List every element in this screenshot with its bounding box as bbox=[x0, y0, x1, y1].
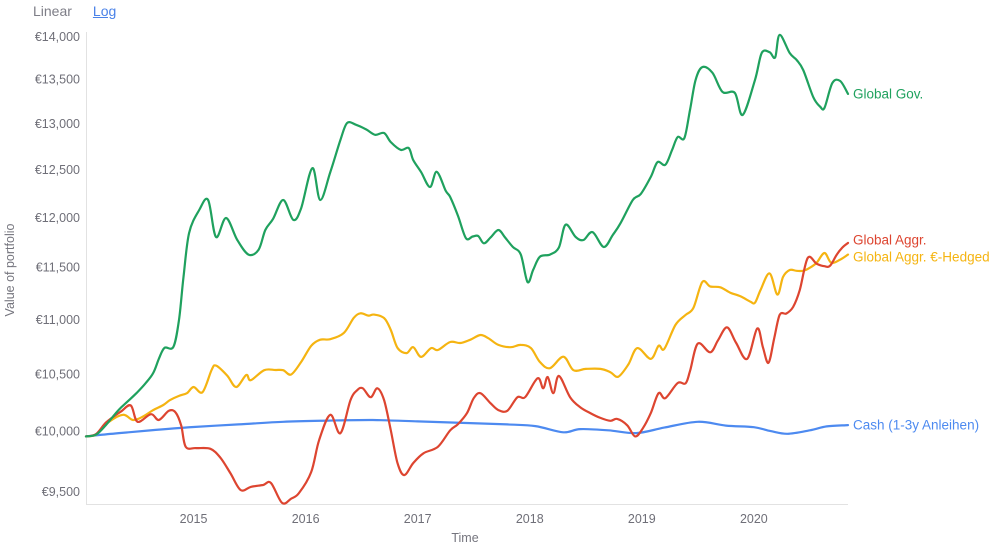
series-line-global-aggr[interactable] bbox=[84, 241, 850, 505]
y-tick-label: €13,000 bbox=[35, 117, 80, 131]
x-tick-label: 2017 bbox=[404, 512, 432, 526]
y-tick-label: €12,000 bbox=[35, 211, 80, 225]
y-tick-label: €13,500 bbox=[35, 73, 80, 87]
y-tick-label: €10,500 bbox=[35, 367, 80, 381]
y-tick-label: €10,000 bbox=[35, 425, 80, 439]
y-tick-label: €14,000 bbox=[35, 30, 80, 44]
y-tick-label: €12,500 bbox=[35, 163, 80, 177]
x-tick-label: 2015 bbox=[180, 512, 208, 526]
scale-linear-button[interactable]: Linear bbox=[33, 3, 72, 19]
y-tick-label: €11,500 bbox=[36, 261, 80, 275]
series-line-global-aggr-hedged[interactable] bbox=[84, 251, 850, 438]
series-line-cash-1-3y-anleihen[interactable] bbox=[84, 418, 850, 438]
x-tick-label: 2016 bbox=[292, 512, 320, 526]
x-tick-label: 2019 bbox=[628, 512, 656, 526]
series-line-global-gov[interactable] bbox=[84, 33, 850, 438]
x-axis-title: Time bbox=[451, 531, 478, 545]
x-tick-label: 2018 bbox=[516, 512, 544, 526]
y-axis-title: Value of portfolio bbox=[3, 224, 17, 317]
series-label-global-gov: Global Gov. bbox=[853, 86, 923, 101]
scale-toggle: Linear Log bbox=[33, 2, 116, 20]
series-label-global-aggr: Global Aggr. bbox=[853, 233, 927, 248]
x-tick-label: 2020 bbox=[740, 512, 768, 526]
series-label-global-aggr-hedged: Global Aggr. €-Hedged bbox=[853, 250, 990, 265]
y-tick-label: €9,500 bbox=[42, 485, 80, 499]
plot-area[interactable] bbox=[86, 32, 848, 504]
scale-log-button[interactable]: Log bbox=[92, 3, 117, 19]
series-label-cash-1-3y-anleihen: Cash (1-3y Anleihen) bbox=[853, 418, 979, 433]
y-tick-label: €11,000 bbox=[36, 313, 80, 327]
